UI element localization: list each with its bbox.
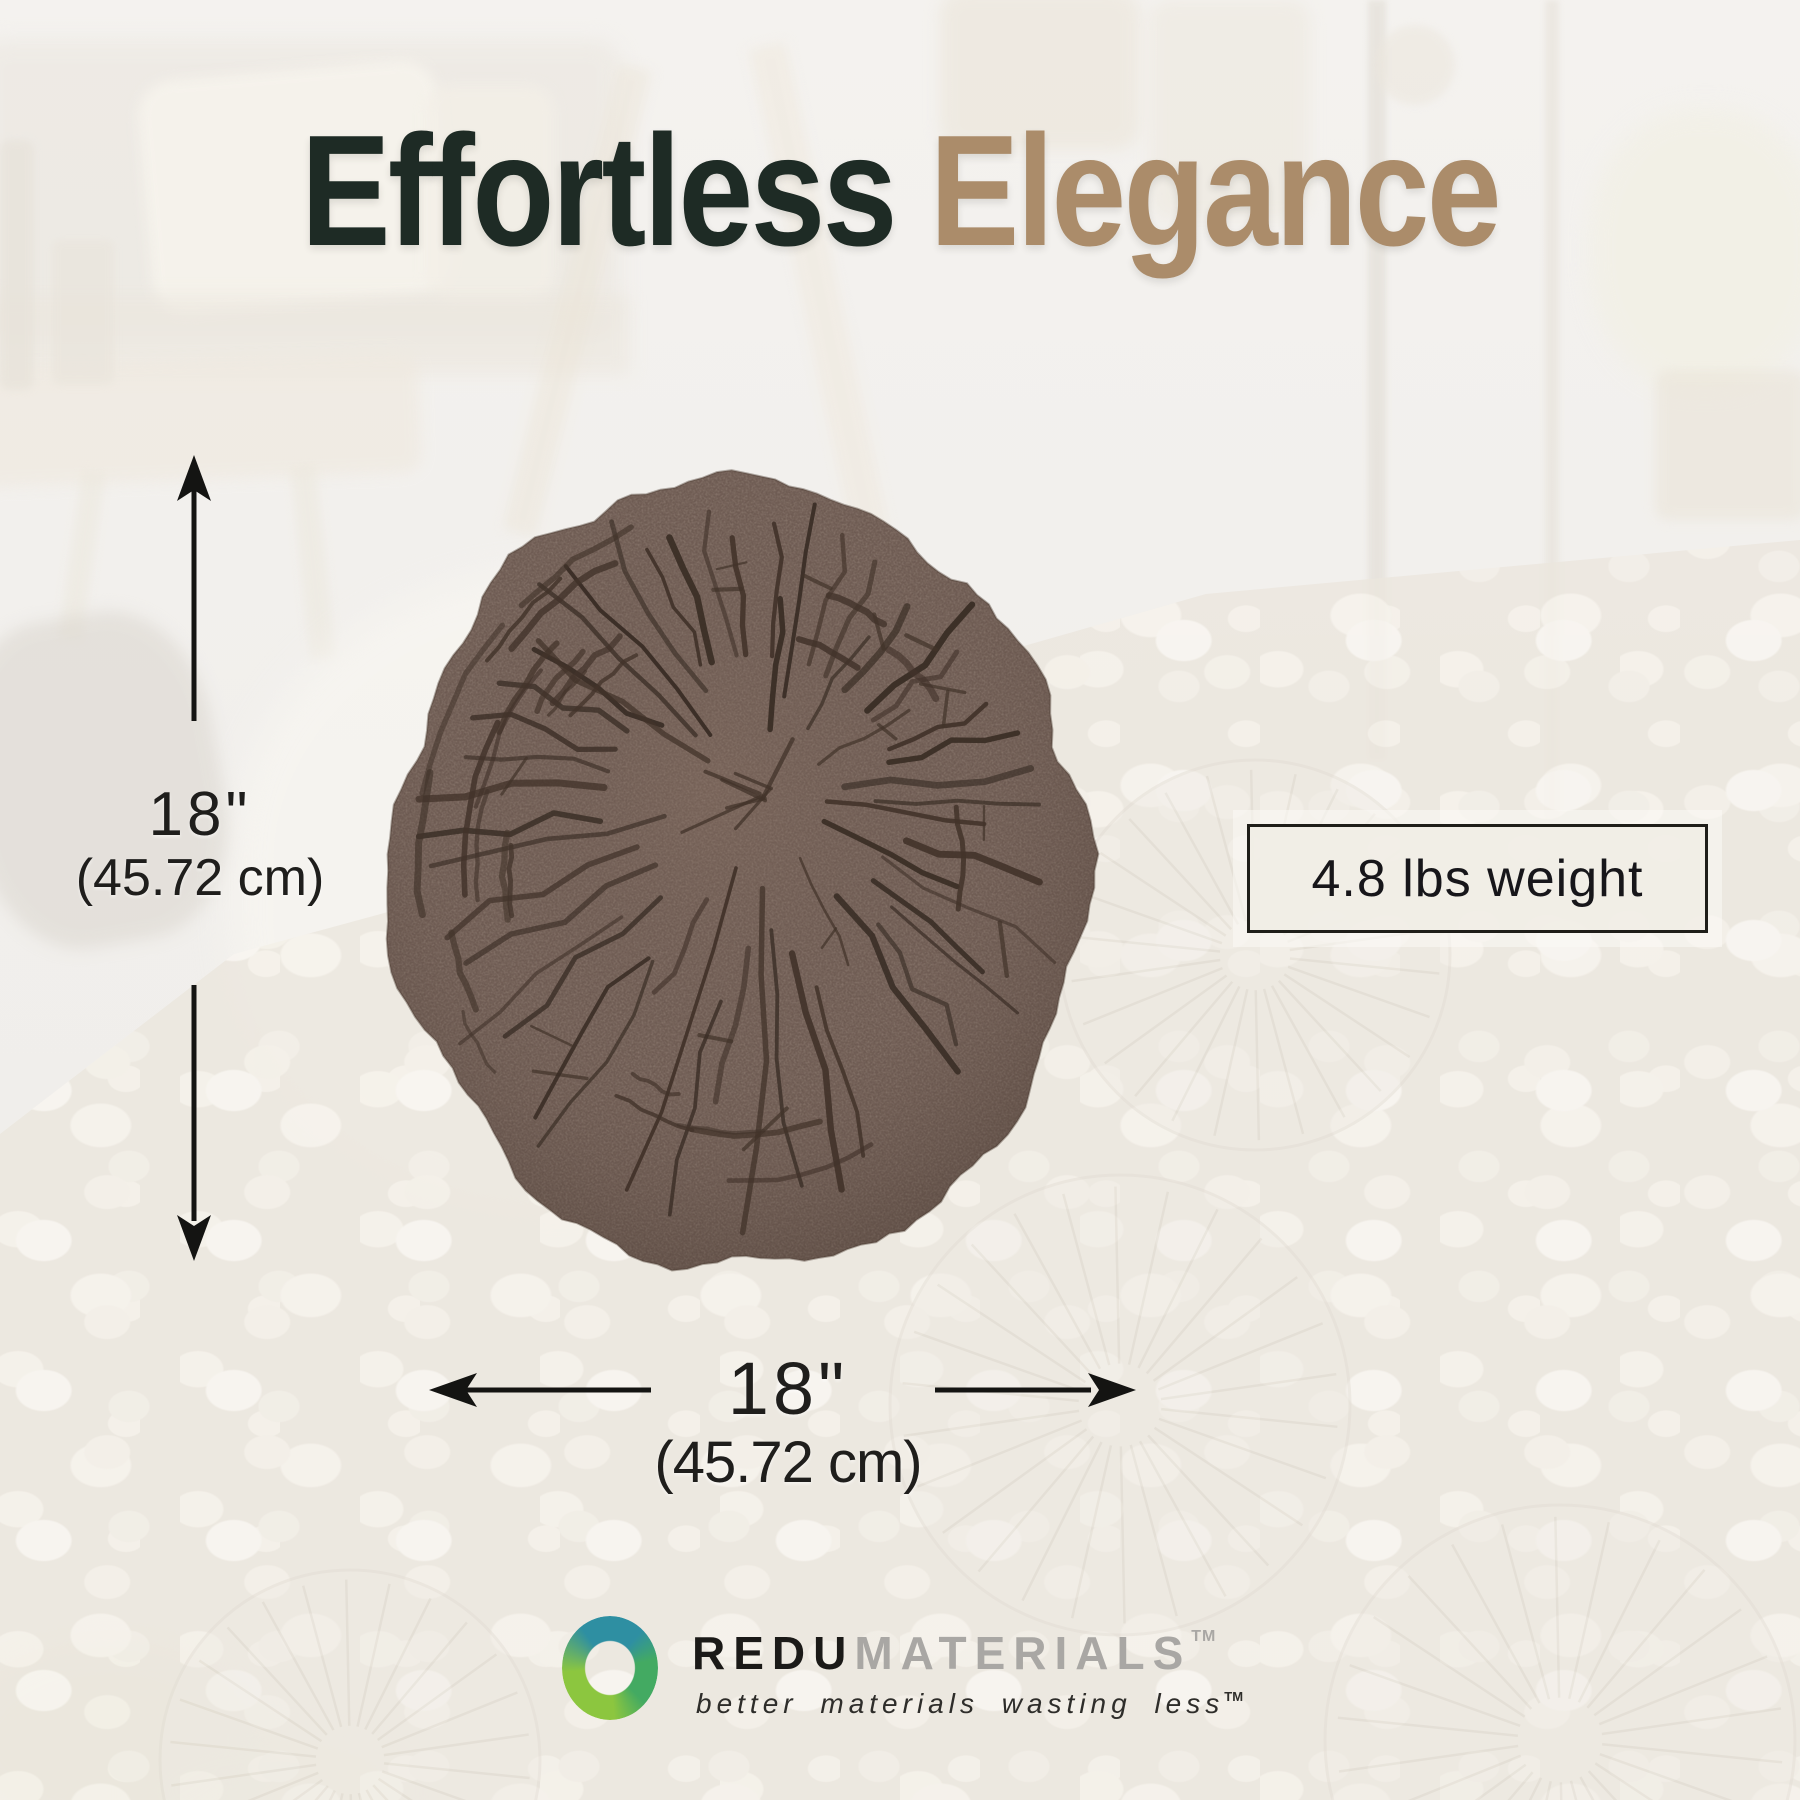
product-image-stepping-stone (385, 469, 1100, 1272)
horizontal-dimension-arrows-icon (429, 1373, 1136, 1407)
width-metric: (45.72 cm) (654, 1429, 922, 1495)
right-arrowhead-icon (1088, 1373, 1136, 1407)
weight-badge: 4.8 lbs weight (1233, 810, 1722, 947)
brand-logo: REDUMATERIALSTM better materials wasting… (540, 1600, 1300, 1770)
headline: Effortless Elegance (135, 112, 1665, 270)
brand-trademark: TM (1191, 1628, 1217, 1645)
headline-word-primary: Effortless (300, 103, 897, 279)
weight-badge-frame: 4.8 lbs weight (1247, 824, 1708, 933)
brand-name-light: MATERIALS (854, 1627, 1192, 1679)
weight-badge-label: 4.8 lbs weight (1311, 849, 1644, 908)
brand-name-bold: REDU (692, 1627, 855, 1679)
height-dimension-label: 18" (45.72 cm) (25, 780, 375, 908)
width-inches: 18" (727, 1347, 849, 1430)
tagline-trademark: TM (1224, 1689, 1244, 1704)
height-metric: (45.72 cm) (75, 849, 325, 908)
brand-name: REDUMATERIALSTM (692, 1626, 1216, 1680)
down-arrowhead-icon (177, 1215, 211, 1261)
brand-tagline: better materials wasting lessTM (696, 1688, 1243, 1720)
left-arrowhead-icon (429, 1373, 477, 1407)
headline-word-accent: Elegance (929, 103, 1502, 279)
brand-tagline-text: better materials wasting less (696, 1688, 1225, 1719)
width-dimension-label: 18" (45.72 cm) (588, 1347, 988, 1496)
height-inches: 18" (148, 780, 252, 849)
logo-swirl-icon (562, 1616, 658, 1720)
